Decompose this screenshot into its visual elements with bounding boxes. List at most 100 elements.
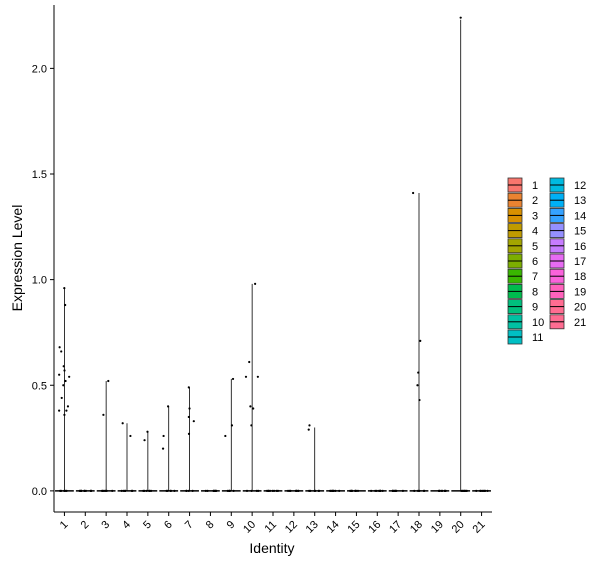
point-7-8 xyxy=(191,489,194,492)
point-10-0 xyxy=(254,282,257,285)
legend-item-17: 17 xyxy=(549,253,586,269)
point-18-2 xyxy=(417,371,420,374)
point-3-3 xyxy=(111,489,114,492)
point-10-5 xyxy=(252,407,255,410)
x-tick-label: 3 xyxy=(99,519,112,532)
point-14-6 xyxy=(338,489,341,492)
point-1-3 xyxy=(60,350,63,353)
legend-item-19: 19 xyxy=(549,283,586,299)
point-12-2 xyxy=(294,489,297,492)
legend-item-1: 1 xyxy=(507,177,538,193)
legend-item-9: 9 xyxy=(507,299,538,315)
point-7-3 xyxy=(192,420,195,423)
x-tick-label: 21 xyxy=(471,519,488,536)
point-17-3 xyxy=(401,489,405,492)
point-7-1 xyxy=(188,407,191,410)
x-tick-label: 12 xyxy=(283,519,300,536)
point-1-19 xyxy=(63,489,66,492)
point-6-7 xyxy=(165,489,168,492)
point-16-5 xyxy=(381,489,384,492)
point-3-6 xyxy=(105,489,108,492)
point-7-4 xyxy=(187,432,191,435)
legend-item-4: 4 xyxy=(507,223,538,239)
violin-16 xyxy=(367,489,387,492)
legend-item-20: 20 xyxy=(549,299,586,315)
point-6-6 xyxy=(173,489,176,492)
y-tick-label: 1.0 xyxy=(32,275,47,287)
legend-label: 11 xyxy=(532,332,543,344)
x-tick-label: 7 xyxy=(183,519,196,532)
legend-item-8: 8 xyxy=(507,283,538,299)
violin-2 xyxy=(75,489,95,492)
point-10-3 xyxy=(244,375,248,378)
point-5-5 xyxy=(148,489,151,492)
point-1-2 xyxy=(58,346,61,349)
point-4-6 xyxy=(122,489,125,492)
legend-item-21: 21 xyxy=(549,314,586,330)
x-tick-label: 11 xyxy=(263,519,280,536)
point-6-5 xyxy=(169,489,172,492)
point-9-2 xyxy=(224,434,227,438)
violin-12 xyxy=(284,489,304,492)
point-2-9 xyxy=(84,489,88,492)
point-15-7 xyxy=(354,489,357,492)
point-13-0 xyxy=(308,424,311,427)
point-18-9 xyxy=(422,489,426,492)
point-18-1 xyxy=(419,339,422,342)
point-9-7 xyxy=(232,489,235,492)
point-10-9 xyxy=(250,489,253,492)
legend-item-2: 2 xyxy=(507,192,538,208)
y-tick-label: 2.0 xyxy=(32,63,47,75)
legend-label: 12 xyxy=(574,180,586,192)
point-9-6 xyxy=(228,489,232,492)
x-axis-title: Identity xyxy=(249,540,294,556)
point-15-2 xyxy=(356,489,360,492)
violin-13 xyxy=(305,424,325,492)
violin-8 xyxy=(201,489,220,492)
point-1-10 xyxy=(60,396,63,400)
point-1-17 xyxy=(59,489,62,492)
point-9-1 xyxy=(230,424,234,427)
axes: 0.00.51.01.52.01 2 3 4 5 6 7 8 9 10 11 12 13 14 15 16 17… xyxy=(32,5,492,536)
legend-label: 14 xyxy=(574,210,586,222)
x-tick-label: 18 xyxy=(408,519,425,536)
violin-5 xyxy=(138,430,158,492)
legend-label: 10 xyxy=(532,317,544,329)
legend-item-14: 14 xyxy=(549,207,586,223)
point-3-0 xyxy=(107,379,110,383)
legend-label: 8 xyxy=(532,286,538,298)
point-6-1 xyxy=(162,434,165,438)
x-tick-label: 2 xyxy=(79,519,92,532)
legend-item-5: 5 xyxy=(507,238,538,254)
point-5-3 xyxy=(145,489,148,492)
x-tick-label: 19 xyxy=(429,519,446,536)
point-20-6 xyxy=(461,489,464,492)
point-20-5 xyxy=(465,489,468,492)
legend-label: 20 xyxy=(574,302,586,314)
legend-label: 21 xyxy=(574,317,586,329)
legend-label: 9 xyxy=(532,302,538,314)
point-21-2 xyxy=(486,489,489,492)
point-20-7 xyxy=(463,489,466,492)
point-13-7 xyxy=(308,489,311,492)
point-10-4 xyxy=(249,405,252,408)
point-15-5 xyxy=(350,489,353,492)
violin-7 xyxy=(180,386,199,492)
y-tick-label: 0.0 xyxy=(32,486,47,498)
x-tick-label: 5 xyxy=(141,519,154,532)
point-10-1 xyxy=(248,360,251,364)
point-1-4 xyxy=(62,365,65,368)
legend-label: 13 xyxy=(574,195,586,207)
point-10-6 xyxy=(250,424,253,427)
point-18-3 xyxy=(416,384,419,387)
legend-item-3: 3 xyxy=(507,207,538,223)
legend-item-7: 7 xyxy=(507,268,538,284)
point-14-7 xyxy=(329,489,333,492)
legend-item-15: 15 xyxy=(549,223,586,239)
point-18-7 xyxy=(416,489,420,492)
violin-11 xyxy=(263,489,283,492)
point-5-7 xyxy=(143,489,146,492)
point-8-0 xyxy=(204,489,207,492)
